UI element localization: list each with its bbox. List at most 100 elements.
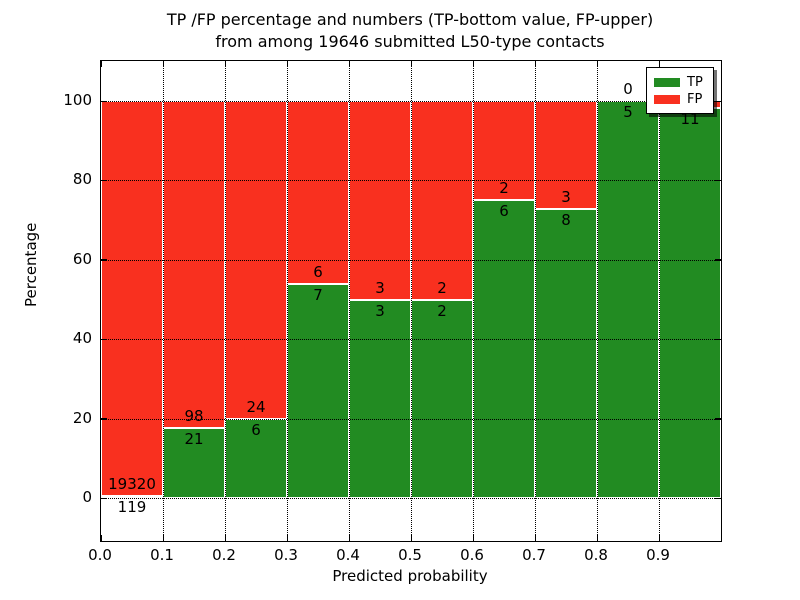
tp-count-label: 2 [437, 301, 447, 320]
bar-segment-fp [473, 101, 535, 201]
gridline-vertical [163, 61, 164, 541]
y-tick-mark [101, 418, 107, 420]
x-tick-mark [162, 535, 164, 541]
x-axis-label: Predicted probability [332, 567, 488, 585]
fp-count-label: 98 [184, 407, 204, 426]
plot-area: 19320 119 98 21 24 6 6 7 3 3 2 2 2 6 3 8 0 5 11 [100, 60, 722, 542]
x-tick-mark [224, 535, 226, 541]
bar-segment-tp [349, 299, 411, 498]
y-tick-label: 100 [63, 91, 92, 109]
bar-segment-tp [535, 209, 597, 498]
gridline-vertical [535, 61, 536, 541]
bar-segment-fp [101, 101, 163, 496]
bar-segment-tp [597, 101, 659, 498]
tp-count-label: 11 [680, 109, 700, 128]
bar-segment-tp [101, 495, 163, 498]
gridline-vertical [411, 61, 412, 541]
fp-count-label: 6 [313, 263, 323, 282]
y-tick-label: 0 [82, 488, 92, 506]
x-tick-mark [658, 61, 660, 67]
x-tick-mark [100, 535, 102, 541]
tp-count-label: 8 [561, 211, 571, 230]
bar-segment-tp [163, 428, 225, 498]
x-tick-label: 0.9 [646, 546, 670, 564]
x-tick-mark [286, 535, 288, 541]
x-tick-mark [534, 61, 536, 67]
bar-segment-tp [287, 284, 349, 498]
x-tick-mark [596, 61, 598, 67]
x-tick-mark [596, 535, 598, 541]
tp-count-label: 7 [313, 286, 323, 305]
x-tick-label: 0.4 [336, 546, 360, 564]
legend: TP FP [646, 67, 714, 114]
x-tick-mark [286, 61, 288, 67]
y-tick-mark [101, 179, 107, 182]
y-tick-mark [715, 179, 721, 182]
tp-count-label: 5 [623, 103, 633, 121]
y-tick-label: 20 [72, 408, 92, 427]
tp-count-label: 6 [251, 420, 261, 439]
bar-segment-fp [287, 101, 349, 285]
chart-title-line2: from among 19646 submitted L50-type cont… [215, 32, 605, 51]
y-tick-mark [715, 259, 721, 261]
legend-label-tp: TP [687, 75, 703, 90]
tp-count-label: 3 [375, 301, 385, 320]
gridline-vertical [473, 61, 474, 541]
x-tick-mark [658, 535, 660, 541]
gridline-horizontal [101, 418, 721, 420]
x-tick-mark [162, 61, 164, 67]
gridline-vertical [349, 61, 350, 541]
x-tick-label: 0.1 [150, 546, 174, 564]
y-tick-label: 80 [72, 170, 92, 189]
x-tick-mark [348, 61, 350, 67]
x-tick-mark [534, 535, 536, 541]
y-tick-mark [715, 497, 721, 499]
x-tick-mark [100, 61, 102, 67]
tp-count-label: 6 [499, 202, 509, 221]
y-tick-mark [101, 259, 107, 261]
legend-swatch-fp [654, 95, 680, 104]
x-tick-mark [348, 535, 350, 541]
x-tick-label: 0.3 [274, 546, 298, 564]
legend-row: TP [654, 75, 707, 90]
x-tick-mark [410, 61, 412, 67]
x-tick-mark [720, 535, 722, 541]
bar-segment-tp [659, 107, 721, 498]
x-tick-label: 0.6 [460, 546, 484, 564]
legend-label-fp: FP [687, 92, 703, 107]
x-tick-mark [472, 535, 474, 541]
x-tick-label: 0.0 [88, 546, 112, 564]
bar-segment-fp [411, 101, 473, 300]
fp-count-label: 3 [375, 278, 385, 297]
y-tick-label: 60 [72, 249, 92, 268]
fp-count-label: 19320 [108, 474, 156, 493]
bar-segment-fp [163, 101, 225, 429]
x-tick-mark [720, 61, 722, 67]
bar-segment-tp [411, 299, 473, 498]
y-tick-mark [101, 497, 107, 499]
y-tick-mark [101, 338, 107, 341]
gridline-horizontal [101, 101, 721, 102]
fp-count-label: 2 [437, 278, 447, 297]
x-tick-mark [410, 535, 412, 541]
y-tick-label: 40 [72, 329, 92, 348]
fp-count-label: 3 [561, 188, 571, 207]
x-tick-mark [224, 61, 226, 67]
y-tick-mark [101, 100, 107, 102]
x-tick-label: 0.5 [398, 546, 422, 564]
y-tick-mark [715, 100, 721, 102]
y-tick-mark [715, 338, 721, 341]
bar-segment-fp [349, 101, 411, 300]
fp-count-label: 2 [499, 179, 509, 198]
x-tick-mark [472, 61, 474, 67]
gridline-vertical [597, 61, 598, 541]
x-tick-label: 0.7 [522, 546, 546, 564]
fp-count-label: 0 [623, 80, 633, 98]
gridline-vertical [287, 61, 288, 541]
x-tick-label: 0.8 [584, 546, 608, 564]
gridline-vertical [225, 61, 226, 541]
gridline-horizontal [101, 339, 721, 341]
legend-row: FP [654, 92, 707, 107]
fp-count-label: 24 [246, 397, 266, 416]
y-tick-mark [715, 418, 721, 420]
